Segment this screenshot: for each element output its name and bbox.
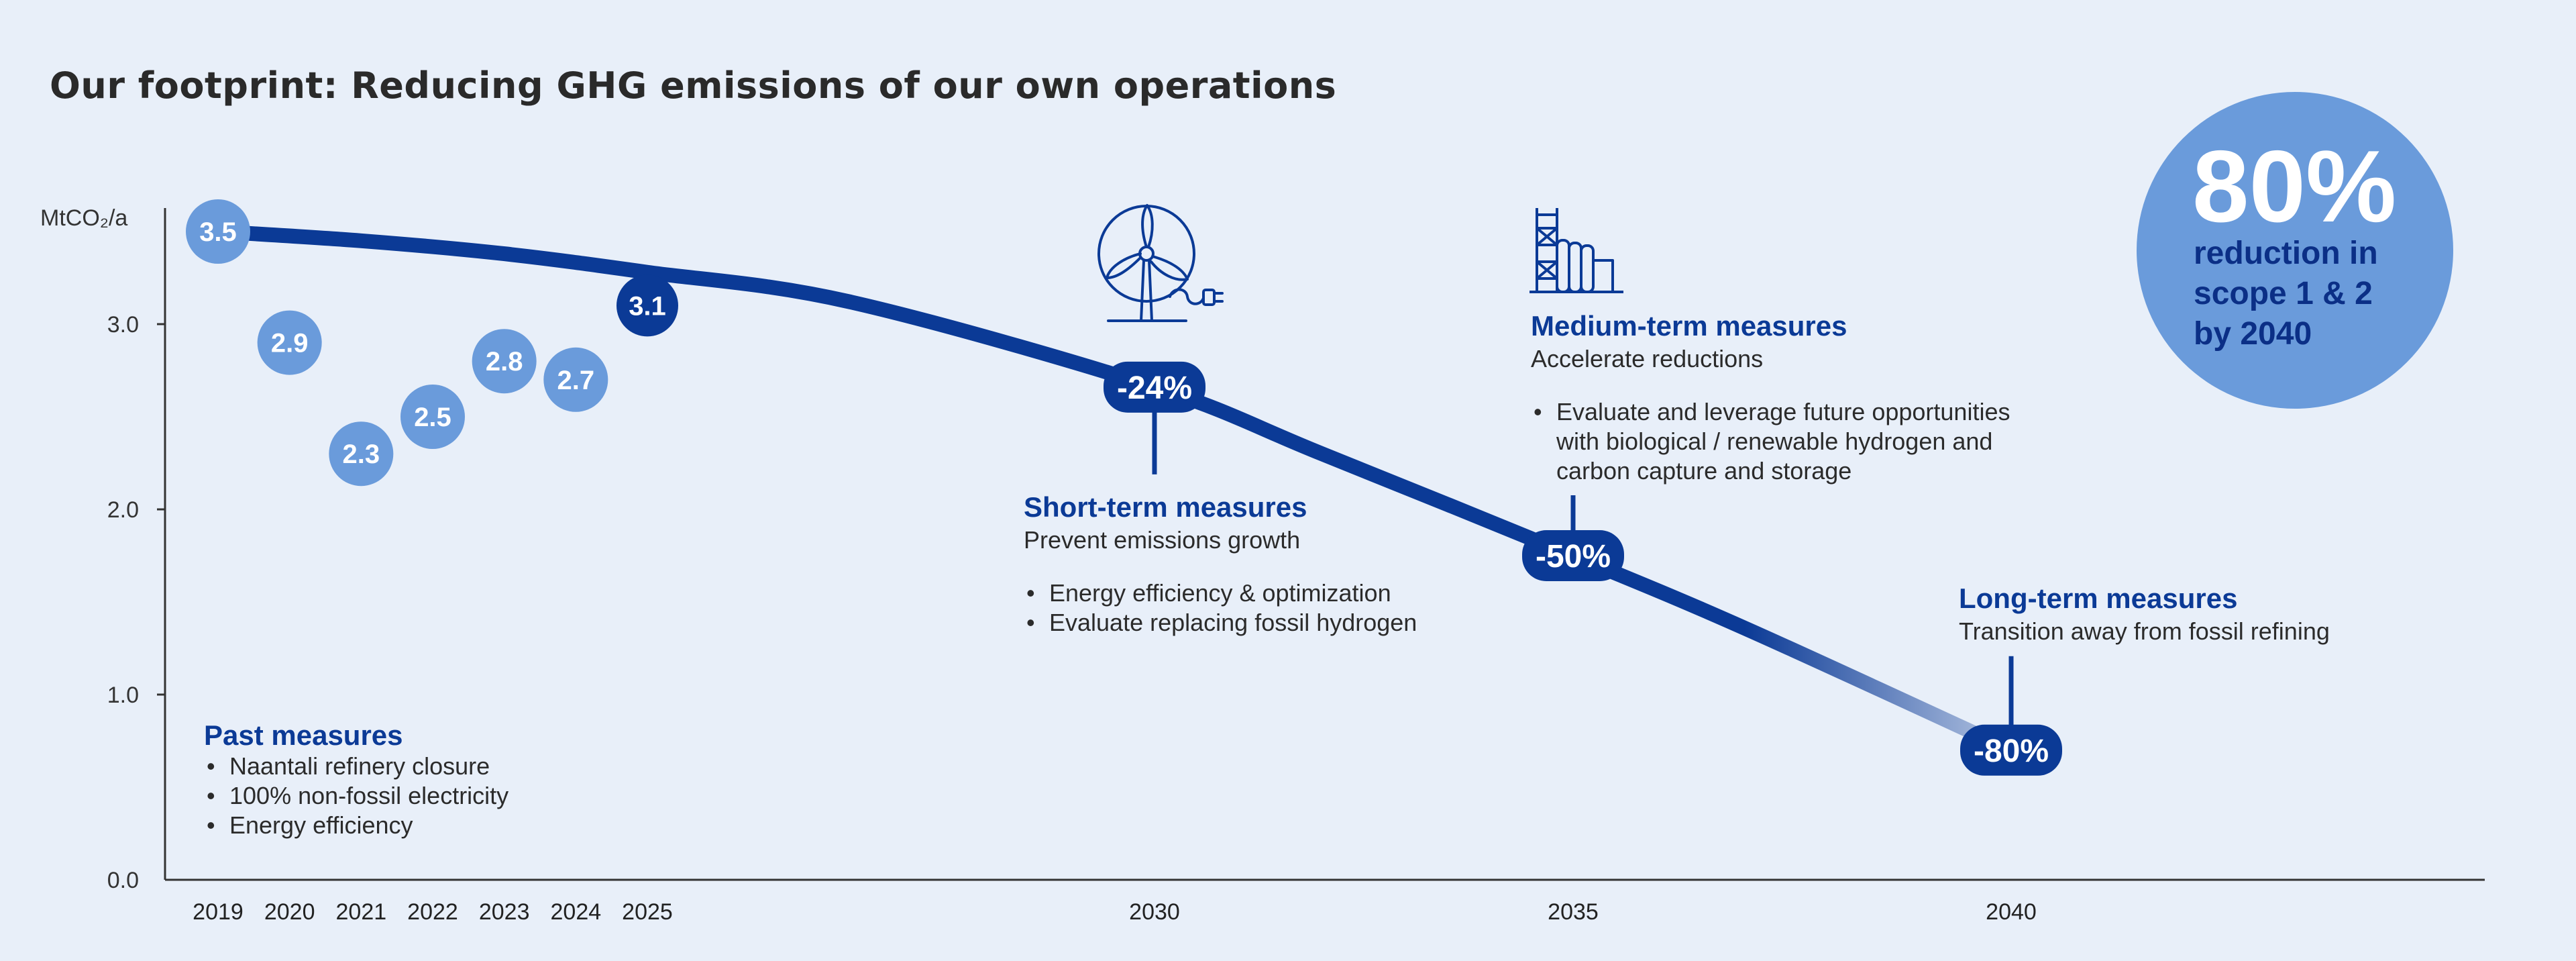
list-item: Evaluate replacing fossil hydrogen — [1024, 608, 1417, 638]
actual-emission-points: 3.5 2.9 2.3 2.5 2.8 2.7 3.1 — [186, 199, 678, 487]
actual-point-2023 — [472, 329, 537, 394]
past-measures-list: Naantali refinery closure 100% non-fossi… — [204, 752, 508, 840]
milestone-label: -24% — [1117, 370, 1192, 406]
actual-point-label: 2.8 — [486, 347, 523, 376]
past-measures: Past measures Naantali refinery closure … — [204, 719, 508, 840]
y-tick-label: 0.0 — [107, 868, 139, 893]
x-tick-label: 2022 — [407, 899, 458, 925]
actual-point-label: 2.3 — [343, 440, 380, 469]
x-tick-label: 2019 — [193, 899, 244, 925]
axes — [164, 208, 2485, 881]
x-tick-label: 2025 — [622, 899, 673, 925]
y-axis-ticks: 0.0 1.0 2.0 3.0 — [107, 312, 165, 893]
short-term-list: Energy efficiency & optimization Evaluat… — [1024, 578, 1417, 638]
actual-point-2024 — [543, 347, 608, 412]
actual-point-label: 2.7 — [557, 366, 595, 395]
y-tick-label: 3.0 — [107, 312, 139, 338]
actual-point-label: 3.1 — [629, 291, 666, 321]
x-axis-ticks: 2019 2020 2021 2022 2023 2024 2025 2030 2035 2040 — [193, 899, 2037, 925]
medium-term-measures: Medium-term measures Accelerate reductio… — [1531, 310, 2010, 486]
x-tick-label: 2023 — [479, 899, 530, 925]
y-axis-label: MtCO₂/a — [40, 205, 127, 231]
actual-point-2020 — [257, 310, 322, 375]
milestone-badges: -24% -50% -80% — [1104, 361, 2062, 776]
milestone-label: -50% — [1536, 539, 1611, 574]
medium-term-heading: Medium-term measures — [1531, 310, 1847, 342]
milestone-badge-2035 — [1522, 530, 1624, 581]
short-term-measures: Short-term measures Prevent emissions gr… — [1024, 491, 1417, 638]
past-measures-heading: Past measures — [204, 719, 403, 751]
reduction-pathway — [211, 224, 2019, 758]
x-tick-label: 2035 — [1548, 899, 1599, 925]
y-tick-label: 1.0 — [107, 682, 139, 708]
actual-point-label: 3.5 — [199, 217, 237, 247]
short-term-heading: Short-term measures — [1024, 491, 1307, 523]
list-item: carbon capture and storage — [1556, 457, 1852, 485]
target-text: reduction in scope 1 & 2 by 2040 — [2194, 236, 2378, 352]
x-tick-label: 2024 — [551, 899, 602, 925]
milestone-badge-2030 — [1104, 361, 1205, 413]
x-tick-label: 2030 — [1129, 899, 1180, 925]
actual-point-label: 2.5 — [414, 403, 451, 432]
x-tick-label: 2040 — [1986, 899, 2037, 925]
actual-point-label: 2.9 — [271, 329, 309, 358]
medium-term-subtitle: Accelerate reductions — [1531, 345, 1764, 372]
list-item: 100% non-fossil electricity — [204, 781, 508, 811]
list-item: Evaluate and leverage future opportuniti… — [1531, 397, 2010, 427]
long-term-heading: Long-term measures — [1959, 583, 2238, 614]
medium-term-list: Evaluate and leverage future opportuniti… — [1531, 397, 2010, 486]
list-item: Energy efficiency — [204, 811, 508, 840]
x-tick-label: 2021 — [336, 899, 387, 925]
actual-point-2022 — [400, 385, 465, 449]
page-title: Our footprint: Reducing GHG emissions of… — [50, 64, 1337, 107]
long-term-measures: Long-term measures Transition away from … — [1959, 583, 2330, 646]
short-term-subtitle: Prevent emissions growth — [1024, 526, 1301, 554]
list-item: Naantali refinery closure — [204, 752, 508, 781]
milestone-label: -80% — [1974, 734, 2049, 769]
list-item: Energy efficiency & optimization — [1024, 578, 1417, 608]
y-tick-label: 2.0 — [107, 497, 139, 523]
x-tick-label: 2020 — [264, 899, 315, 925]
actual-point-2025 — [616, 274, 678, 337]
pathway-line — [211, 224, 2019, 758]
long-term-subtitle: Transition away from fossil refining — [1959, 617, 2330, 645]
actual-point-2021 — [329, 421, 394, 487]
target-circle — [2137, 92, 2453, 409]
actual-point-2019 — [186, 199, 250, 264]
refinery-icon — [1529, 208, 1623, 293]
list-item: with biological / renewable hydrogen and — [1556, 427, 1993, 455]
milestone-badge-2040 — [1960, 724, 2062, 776]
target-percent: 80% — [2192, 130, 2397, 244]
wind-turbine-icon — [1097, 204, 1224, 322]
